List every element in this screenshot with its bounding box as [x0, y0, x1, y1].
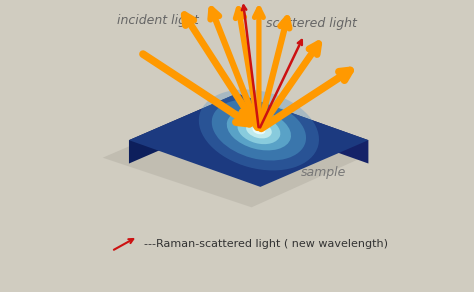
Text: sample: sample — [301, 166, 346, 179]
Ellipse shape — [253, 126, 265, 134]
Ellipse shape — [199, 89, 319, 171]
Text: ---Raman-scattered light ( new wavelength): ---Raman-scattered light ( new wavelengt… — [144, 239, 388, 249]
Polygon shape — [129, 93, 237, 164]
Polygon shape — [237, 93, 368, 164]
Ellipse shape — [246, 121, 272, 138]
Text: scattered light: scattered light — [266, 17, 357, 30]
Ellipse shape — [237, 116, 280, 144]
Polygon shape — [103, 105, 368, 207]
Ellipse shape — [227, 110, 291, 150]
Polygon shape — [129, 93, 368, 187]
Text: incident light: incident light — [117, 14, 199, 27]
Ellipse shape — [212, 99, 306, 161]
